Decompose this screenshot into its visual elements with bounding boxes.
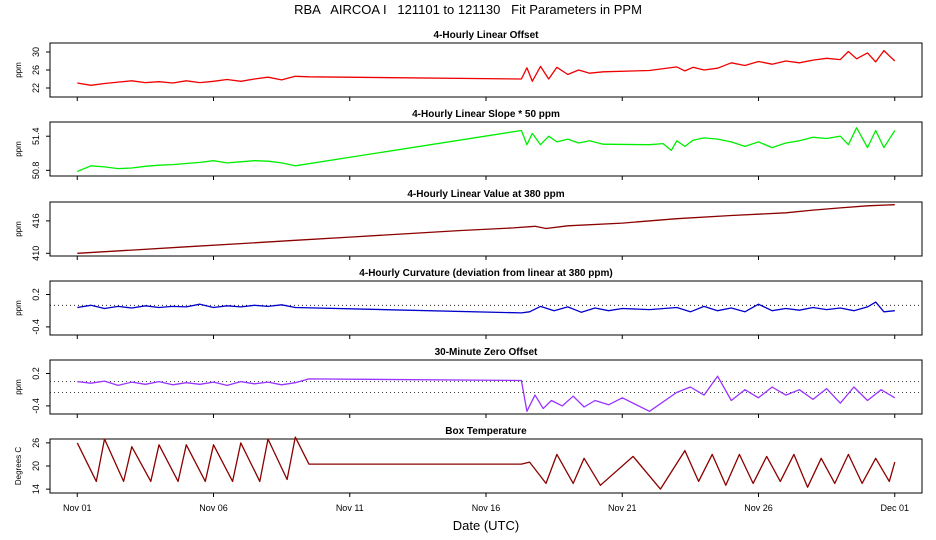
- y-tick-label: 0.2: [31, 367, 41, 380]
- y-axis-label: Degrees C: [14, 447, 23, 485]
- x-tick-label: Nov 21: [608, 503, 637, 513]
- y-tick-label: 0.2: [31, 288, 41, 301]
- plot-frame: [49, 438, 923, 494]
- panel-title: 4-Hourly Curvature (deviation from linea…: [359, 268, 612, 279]
- panel-1: 4-Hourly Linear Offset ppm 22 26 30: [14, 30, 923, 101]
- series-line: [77, 49, 896, 86]
- panel-title: Box Temperature: [445, 426, 527, 437]
- plot-frame: [49, 121, 923, 177]
- y-tick-label: 30: [31, 47, 41, 57]
- y-axis-label: ppm: [14, 62, 23, 78]
- panel-title: 4-Hourly Linear Slope * 50 ppm: [412, 109, 560, 120]
- x-tick-label: Nov 01: [63, 503, 92, 513]
- y-tick-label: 410: [31, 246, 41, 261]
- panel-title: 30-Minute Zero Offset: [435, 347, 538, 358]
- panel-3: 4-Hourly Linear Value at 380 ppm ppm 410 41…: [14, 189, 923, 261]
- series-line: [77, 127, 896, 173]
- series-line: [76, 436, 896, 490]
- y-tick-label: 22: [31, 83, 41, 93]
- x-tick-label: Nov 16: [472, 503, 501, 513]
- y-axis-label: ppm: [14, 300, 23, 316]
- y-axis-label: ppm: [14, 221, 23, 237]
- x-tick-label: Dec 01: [880, 503, 909, 513]
- panel-title: 4-Hourly Linear Offset: [433, 30, 539, 41]
- plot-frame: [49, 359, 923, 415]
- y-tick-label: 26: [31, 65, 41, 75]
- y-tick-label: 416: [31, 213, 41, 228]
- series-line: [77, 301, 895, 314]
- y-tick-label: 26: [31, 438, 41, 448]
- x-axis-label: Date (UTC): [452, 518, 520, 533]
- y-tick-label: 20: [31, 461, 41, 471]
- y-tick-label: 51.4: [31, 127, 41, 145]
- series-line: [77, 204, 895, 254]
- y-axis-label: ppm: [14, 379, 23, 395]
- y-tick-label: 14: [31, 484, 41, 494]
- y-tick-label: 50.8: [31, 162, 41, 180]
- panel-2: 4-Hourly Linear Slope * 50 ppm ppm 50.8 51.…: [14, 109, 923, 180]
- x-tick-label: Nov 26: [744, 503, 773, 513]
- plot-frame: [49, 280, 923, 336]
- chart-title: RBA AIRCOA I 121101 to 121130 Fit Parame…: [294, 2, 642, 17]
- x-tick-label: Nov 11: [336, 503, 364, 513]
- panel-title: 4-Hourly Linear Value at 380 ppm: [407, 189, 564, 200]
- y-axis-label: ppm: [14, 141, 23, 157]
- panel-4: 4-Hourly Curvature (deviation from linea…: [14, 268, 923, 339]
- series-line: [77, 375, 896, 412]
- plot-frame: [49, 42, 923, 98]
- y-tick-label: -0.4: [31, 398, 41, 414]
- x-tick-label: Nov 06: [199, 503, 228, 513]
- panel-6: Box Temperature Degrees C 14 20 26: [14, 426, 923, 497]
- panel-5: 30-Minute Zero Offset ppm -0.4 0.2: [14, 347, 923, 418]
- y-tick-label: -0.4: [31, 319, 41, 335]
